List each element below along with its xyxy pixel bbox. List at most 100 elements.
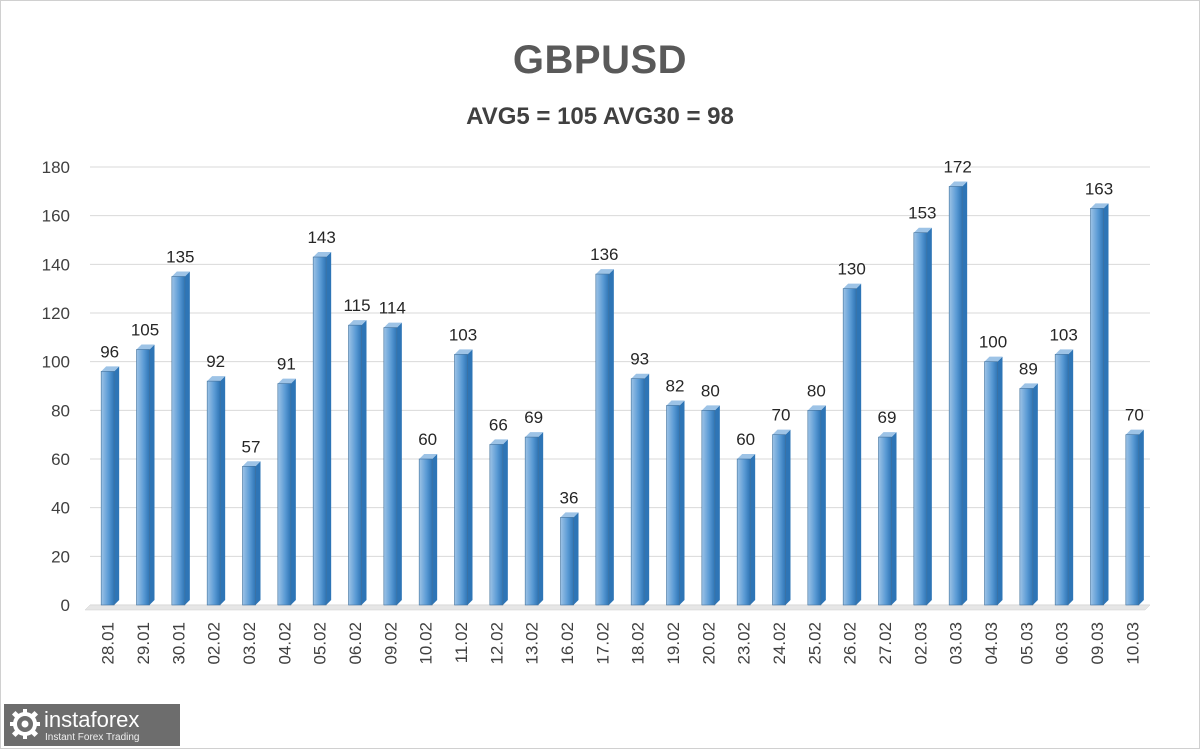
bar-side xyxy=(396,322,402,605)
bar-front xyxy=(948,186,963,606)
bar-top xyxy=(1090,203,1109,209)
data-label: 69 xyxy=(524,408,543,427)
bar-top xyxy=(984,356,1003,362)
x-tick-label: 10.03 xyxy=(1123,622,1142,665)
bar xyxy=(1054,349,1074,606)
bar xyxy=(666,400,685,606)
bar-side xyxy=(856,283,862,605)
x-tick-label: 13.02 xyxy=(523,622,542,665)
bar xyxy=(772,429,791,606)
bar-side xyxy=(538,432,544,605)
y-tick-label: 0 xyxy=(61,596,70,615)
bar-side xyxy=(997,356,1003,605)
bar-side xyxy=(573,512,579,605)
x-tick-label: 27.02 xyxy=(876,622,895,665)
x-tick-label: 28.01 xyxy=(99,622,118,665)
bar-top xyxy=(595,269,614,275)
bar-front xyxy=(772,434,786,606)
data-label: 93 xyxy=(630,350,649,369)
bar-top xyxy=(701,405,720,411)
bar-top xyxy=(454,349,473,355)
bar-front xyxy=(277,383,292,606)
bar-top xyxy=(913,227,932,233)
data-label: 105 xyxy=(131,321,159,340)
bar-top xyxy=(843,283,862,289)
bar-side xyxy=(149,344,155,605)
x-tick-label: 06.02 xyxy=(346,622,365,665)
bar-front xyxy=(842,288,857,606)
bar xyxy=(383,322,402,606)
bar-front xyxy=(984,361,998,606)
data-label: 70 xyxy=(1125,406,1144,425)
logo-tagline: Instant Forex Trading xyxy=(45,732,140,743)
y-tick-label: 140 xyxy=(42,255,70,274)
bar-top xyxy=(878,432,897,438)
bar-side xyxy=(608,269,614,605)
chart-title: GBPUSD xyxy=(512,38,688,82)
bar-side xyxy=(750,454,756,605)
bar-side xyxy=(1068,349,1074,605)
chart-floor xyxy=(84,604,1151,611)
bar-side xyxy=(679,400,685,605)
data-label: 91 xyxy=(277,355,296,374)
bar xyxy=(100,366,120,606)
bar-top xyxy=(242,461,261,467)
bar-front xyxy=(1125,434,1140,606)
bar xyxy=(348,320,367,606)
bar xyxy=(560,512,579,606)
data-label: 136 xyxy=(590,245,618,264)
bar-top xyxy=(1125,429,1144,435)
bar-side xyxy=(290,378,296,605)
x-tick-label: 05.03 xyxy=(1017,622,1036,665)
x-tick-label: 03.02 xyxy=(240,622,259,665)
bar-top xyxy=(525,432,544,438)
bar-side xyxy=(184,271,190,605)
y-tick-label: 100 xyxy=(42,353,70,372)
bar-side xyxy=(820,405,826,605)
bar-side xyxy=(1138,429,1144,605)
y-tick-label: 60 xyxy=(51,450,70,469)
bar xyxy=(630,373,650,606)
data-label: 103 xyxy=(449,325,477,344)
bar-top xyxy=(383,322,402,328)
bar xyxy=(807,405,826,606)
x-tick-label: 09.02 xyxy=(381,622,400,665)
x-tick-label: 17.02 xyxy=(593,622,612,665)
x-tick-label: 11.02 xyxy=(452,622,471,663)
bar-front xyxy=(136,349,150,606)
data-label: 80 xyxy=(701,381,720,400)
bar xyxy=(242,461,261,606)
data-label: 36 xyxy=(560,488,579,507)
data-label: 66 xyxy=(489,415,508,434)
bar-front xyxy=(100,371,115,606)
bar-front xyxy=(524,436,539,606)
bar-top xyxy=(419,454,438,459)
x-tick-label: 19.02 xyxy=(664,622,683,665)
x-tick-label: 02.02 xyxy=(205,622,224,665)
bar-side xyxy=(1032,383,1038,605)
bar-side xyxy=(361,320,367,605)
bar xyxy=(171,271,190,606)
data-label: 70 xyxy=(772,406,791,425)
bars xyxy=(100,181,1144,606)
bar-side xyxy=(926,227,932,605)
chart-subtitle: AVG5 = 105 AVG30 = 98 xyxy=(466,103,734,130)
bar xyxy=(206,376,226,606)
bar xyxy=(1019,383,1038,606)
x-tick-label: 02.03 xyxy=(911,622,930,665)
bar xyxy=(595,269,614,606)
x-tick-label: 04.02 xyxy=(275,622,294,665)
bar-top xyxy=(1019,383,1038,389)
bar-top xyxy=(560,512,579,518)
bar-top xyxy=(277,378,296,384)
x-tick-label: 30.01 xyxy=(169,622,188,665)
x-tick-label: 24.02 xyxy=(770,622,789,665)
bar-front xyxy=(807,410,822,606)
bar-front xyxy=(1054,354,1069,606)
bar-top xyxy=(136,344,155,350)
bar-side xyxy=(114,366,120,605)
y-tick-label: 80 xyxy=(51,401,70,420)
bar-front xyxy=(242,465,256,606)
data-label: 143 xyxy=(307,228,335,247)
data-label: 153 xyxy=(908,204,936,223)
